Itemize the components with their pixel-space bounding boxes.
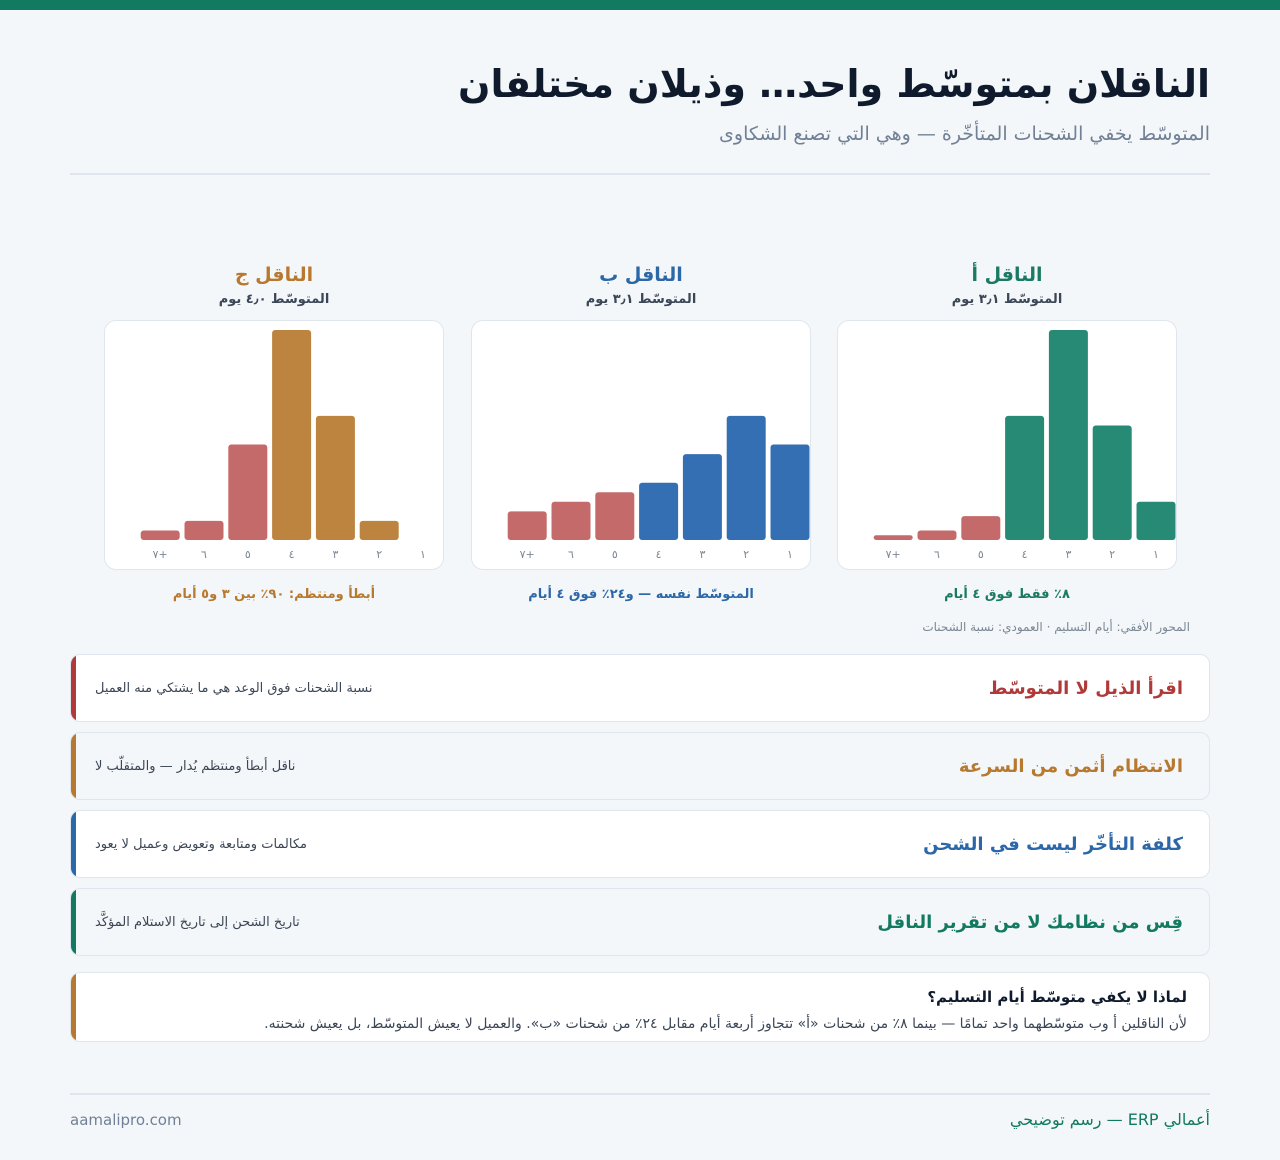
insight-desc: تاريخ الشحن إلى تاريخ الاستلام المؤكَّد [95, 915, 300, 930]
bar-4 [1005, 415, 1045, 540]
chart-subtitle: المتوسّط ٣٫١ يوم [951, 292, 1063, 307]
why-box: لماذا لا يكفي متوسّط أيام التسليم؟ لأن ا… [70, 972, 1210, 1042]
chart-panel-carrier-a: الناقل أ المتوسّط ٣٫١ يوم ١ ٢ ٣ ٤ ٥ ٦ +٧ ٨٪ فق… [837, 262, 1177, 612]
footer-site[interactable]: aamalipro.com [70, 1111, 182, 1129]
insight-accent [71, 733, 76, 799]
axis-note: المحور الأفقي: أيام التسليم · العمودي: ن… [922, 620, 1190, 634]
bar-4 [272, 330, 312, 540]
chart-subtitle: المتوسّط ٤٫٠ يوم [218, 292, 330, 307]
bar-3 [315, 415, 355, 540]
tick-label: ١ [1153, 548, 1159, 561]
chart-title: الناقل ج [234, 264, 314, 286]
tick-label: ٣ [332, 548, 338, 561]
bar-3 [1048, 330, 1088, 540]
tick-label: ٢ [376, 548, 382, 561]
tick-label: ٢ [743, 548, 749, 561]
bar-2 [1092, 425, 1132, 540]
chart-note: المتوسّط نفسه — و٢٤٪ فوق ٤ أيام [528, 587, 754, 602]
page-title: الناقلان بمتوسّط واحد… وذيلان مختلفان [458, 62, 1210, 106]
insight-card-tail: اقرأ الذيل لا المتوسّط نسبة الشحنات فوق … [70, 654, 1210, 722]
chart-title: الناقل أ [971, 264, 1043, 286]
chart-panel-carrier-b: الناقل ب المتوسّط ٣٫١ يوم ١ ٢ ٣ ٤ ٥ ٦ +٧ المتو… [471, 262, 811, 612]
bar-2 [726, 415, 766, 540]
insight-title: كلفة التأخّر ليست في الشحن [923, 834, 1183, 855]
chart-card: ١ ٢ ٣ ٤ ٥ ٦ +٧ [471, 320, 811, 570]
bar-7 [507, 511, 547, 540]
tick-label: +٧ [886, 548, 901, 561]
histogram-c: ١ ٢ ٣ ٤ ٥ ٦ +٧ [140, 330, 426, 561]
header: الناقلان بمتوسّط واحد… وذيلان مختلفان ال… [70, 58, 1210, 148]
bar-6 [917, 530, 957, 540]
bar-4 [639, 482, 679, 540]
chart-card: ١ ٢ ٣ ٤ ٥ ٦ +٧ [837, 320, 1177, 570]
tick-label: ٥ [245, 548, 251, 561]
tick-label: ٤ [656, 548, 662, 561]
chart-note: ٨٪ فقط فوق ٤ أيام [944, 587, 1070, 602]
tick-label: ٦ [934, 548, 940, 561]
insight-accent [71, 655, 76, 721]
chart-panel-carrier-c: الناقل ج المتوسّط ٤٫٠ يوم ١ ٢ ٣ ٤ ٥ ٦ +٧ أبطأ … [104, 262, 444, 612]
bar-6 [184, 520, 224, 540]
insight-accent [71, 889, 76, 955]
tick-label: +٧ [153, 548, 168, 561]
bar-5 [228, 444, 268, 540]
insight-desc: مكالمات ومتابعة وتعويض وعميل لا يعود [95, 837, 307, 852]
insight-card-measure: قِس من نظامك لا من تقرير الناقل تاريخ ال… [70, 888, 1210, 956]
insight-title: قِس من نظامك لا من تقرير الناقل [877, 912, 1183, 933]
footer-divider [70, 1093, 1210, 1095]
top-accent-bar [0, 0, 1280, 10]
insight-title: اقرأ الذيل لا المتوسّط [988, 678, 1183, 699]
tick-label: ٣ [1065, 548, 1071, 561]
tick-label: ١ [787, 548, 793, 561]
bar-6 [551, 501, 591, 540]
footer-brand: أعمالي ERP — رسم توضيحي [1009, 1110, 1210, 1129]
histogram-a: ١ ٢ ٣ ٤ ٥ ٦ +٧ [873, 330, 1176, 561]
tick-label: ١ [420, 548, 426, 561]
bar-1 [770, 444, 810, 540]
chart-title: الناقل ب [599, 264, 683, 286]
bar-1 [1136, 501, 1176, 540]
bar-7 [873, 535, 913, 540]
chart-card: ١ ٢ ٣ ٤ ٥ ٦ +٧ [104, 320, 444, 570]
tick-label: ٦ [201, 548, 207, 561]
header-divider [70, 173, 1210, 175]
tick-label: ٣ [699, 548, 705, 561]
insight-desc: نسبة الشحنات فوق الوعد هي ما يشتكي منه ا… [95, 681, 373, 696]
why-title: لماذا لا يكفي متوسّط أيام التسليم؟ [927, 988, 1187, 1006]
tick-label: +٧ [520, 548, 535, 561]
insight-card-delay-cost: كلفة التأخّر ليست في الشحن مكالمات ومتاب… [70, 810, 1210, 878]
why-text: لأن الناقلين أ وب متوسّطهما واحد تمامًا … [264, 1016, 1187, 1032]
insight-title: الانتظام أثمن من السرعة [958, 756, 1183, 777]
bar-5 [595, 492, 635, 540]
bar-5 [961, 516, 1001, 540]
insight-card-consistency: الانتظام أثمن من السرعة ناقل أبطأ ومنتظم… [70, 732, 1210, 800]
why-accent [71, 973, 76, 1041]
tick-label: ٥ [612, 548, 618, 561]
tick-label: ٥ [978, 548, 984, 561]
chart-note: أبطأ ومنتظم: ٩٠٪ بين ٣ و٥ أيام [172, 587, 376, 602]
tick-label: ٤ [289, 548, 295, 561]
tick-label: ٦ [568, 548, 574, 561]
bar-7 [140, 530, 180, 540]
insight-desc: ناقل أبطأ ومنتظم يُدار — والمتقلّب لا [95, 759, 296, 774]
histogram-b: ١ ٢ ٣ ٤ ٥ ٦ +٧ [507, 415, 810, 561]
bar-2 [359, 520, 399, 540]
chart-subtitle: المتوسّط ٣٫١ يوم [585, 292, 697, 307]
bar-3 [682, 454, 722, 540]
tick-label: ٢ [1109, 548, 1115, 561]
tick-label: ٤ [1022, 548, 1028, 561]
page-subtitle: المتوسّط يخفي الشحنات المتأخّرة — وهي ال… [719, 123, 1210, 145]
insight-accent [71, 811, 76, 877]
